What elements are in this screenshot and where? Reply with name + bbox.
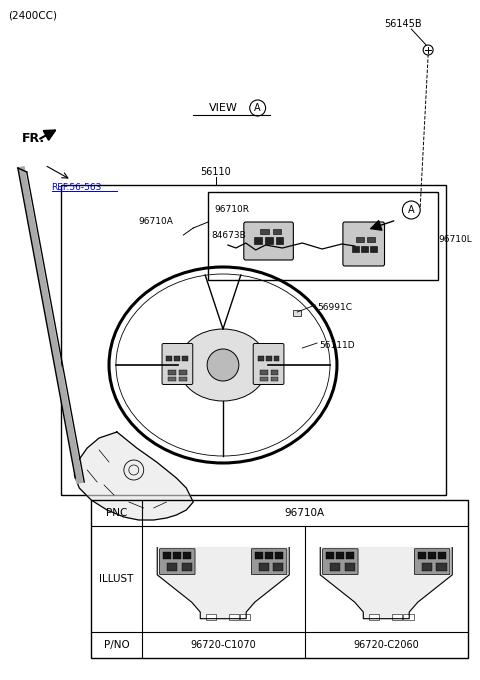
Circle shape [207,349,239,381]
Bar [356,237,364,242]
Text: 56991C: 56991C [317,303,352,311]
Text: (2400CC): (2400CC) [8,10,57,20]
Bar [61,185,446,495]
Bar [259,563,269,571]
Bar [265,356,272,361]
Bar [168,370,177,375]
Bar [255,551,263,559]
Ellipse shape [179,329,267,401]
FancyBboxPatch shape [160,549,195,575]
Text: 96710R: 96710R [214,205,249,214]
Bar [293,310,301,316]
Text: 96720-C1070: 96720-C1070 [191,640,256,650]
Text: 96710L: 96710L [438,235,472,245]
Bar [183,551,191,559]
FancyBboxPatch shape [252,549,287,575]
Bar [276,237,283,244]
Bar [336,551,344,559]
Bar [418,551,426,559]
Bar [273,229,281,234]
Text: P/NO: P/NO [104,640,129,650]
FancyBboxPatch shape [343,222,384,266]
Bar [271,377,278,381]
Bar [181,563,192,571]
Text: REF.56-563: REF.56-563 [51,182,102,192]
Bar [346,551,354,559]
Text: A: A [254,103,261,113]
Text: 56111D: 56111D [319,341,355,350]
Text: PNC: PNC [106,508,127,518]
Bar [265,551,273,559]
Bar [367,237,374,242]
Bar [330,563,340,571]
Bar [260,370,267,375]
Bar [345,563,355,571]
Polygon shape [157,547,289,619]
Bar [370,246,377,252]
Bar [369,614,379,620]
Bar [180,377,187,381]
Bar [206,614,216,620]
Bar [436,563,446,571]
Bar [229,614,239,620]
Bar [258,356,264,361]
Bar [180,370,187,375]
FancyBboxPatch shape [323,549,358,575]
Bar [404,614,413,620]
Text: ILLUST: ILLUST [99,574,133,584]
Bar [428,551,436,559]
Bar [182,356,188,361]
Bar [240,614,251,620]
Text: 96710A: 96710A [285,508,325,518]
Bar [274,356,279,361]
Text: 96720-C2060: 96720-C2060 [353,640,419,650]
Bar [275,551,283,559]
Bar [352,246,359,252]
FancyBboxPatch shape [253,343,284,384]
Bar [438,551,446,559]
Polygon shape [320,547,452,619]
Bar [168,563,177,571]
Bar [392,614,402,620]
Bar [264,237,273,244]
Text: 56110: 56110 [201,167,231,177]
Bar [163,551,171,559]
Text: 84673B: 84673B [211,231,246,239]
Bar [274,563,284,571]
Bar [422,563,432,571]
Bar [174,356,180,361]
FancyBboxPatch shape [244,222,293,260]
Text: 96710A: 96710A [139,218,174,226]
Bar [168,377,177,381]
Bar [271,370,278,375]
Text: VIEW: VIEW [208,103,238,113]
Bar [173,551,181,559]
FancyBboxPatch shape [414,549,450,575]
Bar [260,377,267,381]
Text: A: A [408,205,415,215]
Bar [208,192,438,280]
Bar [91,500,468,658]
Bar [326,551,334,559]
Bar [260,229,269,234]
Text: 56145B: 56145B [384,19,422,29]
FancyBboxPatch shape [162,343,193,384]
Bar [167,356,172,361]
Bar [361,246,368,252]
Text: FR.: FR. [22,131,45,145]
Bar [254,237,262,244]
Polygon shape [74,432,193,520]
